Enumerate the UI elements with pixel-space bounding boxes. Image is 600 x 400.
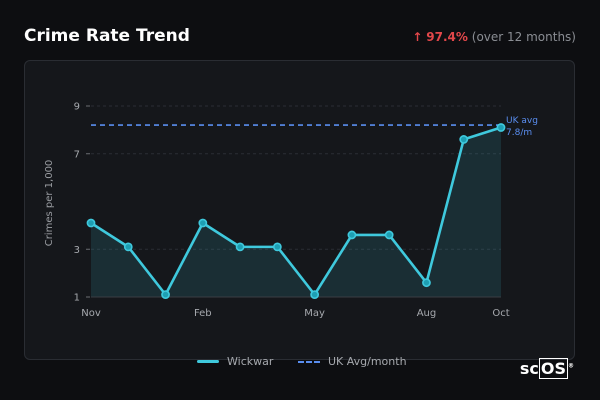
- data-point: [86, 218, 96, 228]
- change-indicator: ↑ 97.4% (over 12 months): [412, 30, 576, 44]
- x-tick-label: Feb: [194, 308, 212, 319]
- y-axis-label: Crimes per 1,000: [44, 160, 55, 247]
- legend-item-series[interactable]: Wickwar: [197, 355, 273, 368]
- data-point: [235, 242, 245, 252]
- legend-item-avg[interactable]: UK Avg/month: [298, 355, 407, 368]
- trend-up-icon: ↑: [412, 30, 423, 44]
- data-point: [384, 230, 394, 240]
- legend-avg-label: UK Avg/month: [328, 355, 407, 368]
- data-point: [459, 135, 469, 144]
- chart-panel: [24, 60, 575, 360]
- y-tick-label: 3: [74, 245, 80, 256]
- y-tick-label: 1: [74, 293, 80, 304]
- data-point: [496, 123, 506, 132]
- legend-series-label: Wickwar: [227, 355, 274, 368]
- data-point: [123, 242, 133, 252]
- change-period: (over 12 months): [471, 30, 576, 44]
- x-tick-label: Oct: [492, 308, 509, 319]
- series-swatch: [197, 360, 219, 363]
- avg-swatch: [298, 360, 320, 363]
- change-value: 97.4%: [426, 30, 468, 44]
- brand-logo: sc OS ®: [519, 358, 574, 379]
- series-line: [90, 126, 502, 296]
- x-tick-label: Aug: [417, 308, 437, 319]
- reference-label: UK avg: [506, 116, 538, 126]
- x-tick-label: Nov: [81, 308, 101, 319]
- reference-value-label: 7.8/m: [506, 128, 532, 138]
- data-point: [310, 290, 320, 300]
- data-point: [422, 278, 431, 288]
- data-point: [347, 230, 357, 240]
- series-area: [91, 127, 501, 297]
- x-tick-label: May: [304, 308, 325, 319]
- y-tick-label: 7: [74, 149, 80, 160]
- chart-title: Crime Rate Trend: [24, 26, 190, 46]
- y-tick-label: 9: [74, 102, 80, 113]
- data-point: [198, 218, 208, 228]
- data-point: [272, 242, 282, 252]
- data-point: [161, 290, 170, 300]
- legend: Wickwar UK Avg/month: [0, 355, 600, 371]
